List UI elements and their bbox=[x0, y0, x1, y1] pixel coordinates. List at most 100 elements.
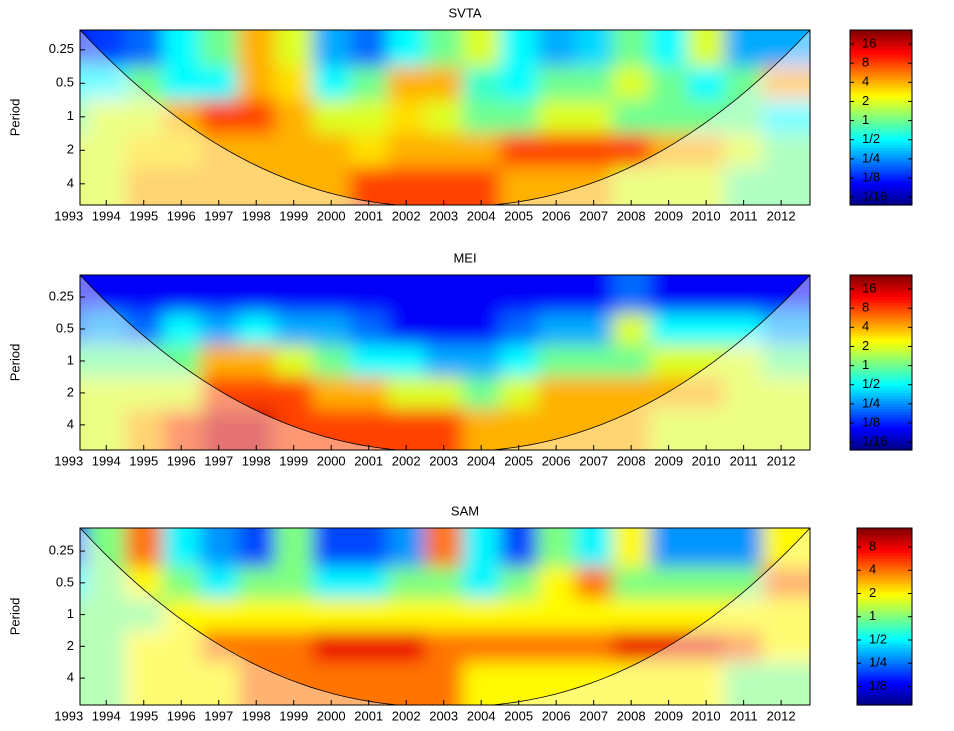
colorbar-segment bbox=[857, 635, 912, 640]
heatmap-cell bbox=[424, 376, 463, 410]
heatmap-cell bbox=[237, 133, 276, 168]
colorbar-segment bbox=[850, 153, 912, 157]
colorbar-tick-label: 1/4 bbox=[862, 150, 880, 165]
heatmap-cell bbox=[537, 408, 576, 450]
heatmap-cell bbox=[237, 662, 276, 705]
colorbar-segment bbox=[850, 296, 912, 301]
heatmap-cell bbox=[424, 275, 463, 314]
y-tick-label: 1 bbox=[67, 352, 74, 367]
colorbar-segment bbox=[850, 411, 912, 416]
colorbar-segment bbox=[850, 362, 912, 366]
colorbar-segment bbox=[850, 288, 912, 293]
heatmap-cell bbox=[724, 313, 763, 346]
colorbar-segment bbox=[850, 155, 912, 160]
heatmap-cell bbox=[762, 630, 810, 663]
heatmap-cell bbox=[349, 566, 388, 600]
colorbar-segment bbox=[850, 365, 912, 369]
colorbar-segment bbox=[850, 95, 912, 99]
plot-frame bbox=[79, 274, 811, 451]
colorbar-segment bbox=[857, 646, 912, 651]
heatmap-cell bbox=[237, 167, 276, 205]
heatmap-cell bbox=[199, 100, 238, 135]
colorbar-segment bbox=[857, 693, 912, 698]
heatmap-cell bbox=[649, 662, 688, 705]
heatmap-cell bbox=[349, 66, 388, 101]
colorbar-segment bbox=[850, 313, 912, 317]
heatmap-cell bbox=[162, 408, 201, 450]
heatmap-cell bbox=[687, 133, 726, 168]
colorbar-tick-label: 8 bbox=[862, 300, 869, 315]
y-tick-label: 0.25 bbox=[49, 41, 74, 56]
x-tick-label: 1998 bbox=[242, 453, 271, 468]
x-tick-label: 2011 bbox=[730, 208, 758, 223]
heatmap-cell bbox=[349, 408, 388, 450]
heatmap-cell bbox=[87, 630, 126, 663]
colorbar-tick-label: 1 bbox=[869, 608, 876, 623]
colorbar-segment bbox=[857, 691, 912, 695]
x-tick-label: 2003 bbox=[429, 708, 458, 723]
heatmap-cell bbox=[349, 528, 388, 568]
heatmap-cell bbox=[462, 376, 501, 410]
heatmap-cell bbox=[162, 133, 201, 168]
heatmap-cell bbox=[649, 313, 688, 346]
x-tick-label: 2003 bbox=[429, 208, 458, 223]
colorbar-segment bbox=[850, 378, 912, 383]
colorbar-segment bbox=[850, 128, 912, 132]
heatmap-cell bbox=[724, 275, 763, 314]
colorbar-segment bbox=[850, 302, 912, 306]
heatmap-cell bbox=[87, 408, 126, 450]
colorbar-segment bbox=[850, 71, 912, 75]
heatmap-cell bbox=[762, 30, 810, 68]
heatmap-cell bbox=[237, 408, 276, 450]
colorbar-segment bbox=[857, 682, 912, 687]
heatmap-cell bbox=[649, 167, 688, 205]
colorbar-segment bbox=[850, 326, 912, 331]
heatmap-cell bbox=[87, 30, 126, 68]
heatmap-cell bbox=[687, 100, 726, 135]
heatmap-cell bbox=[612, 376, 651, 410]
heatmap-cell bbox=[724, 100, 763, 135]
colorbar-tick-label: 1/16 bbox=[862, 189, 887, 204]
heatmap-cell bbox=[724, 30, 763, 68]
heatmap-cell bbox=[762, 528, 810, 568]
heatmap-cell bbox=[387, 344, 426, 378]
colorbar-tick-label: 1/16 bbox=[862, 434, 887, 449]
colorbar-segment bbox=[857, 533, 912, 537]
heatmap-cell bbox=[162, 275, 201, 314]
colorbar-segment bbox=[850, 79, 912, 83]
colorbar-segment bbox=[857, 622, 912, 626]
x-tick-label: 2011 bbox=[730, 708, 758, 723]
colorbar-segment bbox=[850, 348, 912, 353]
x-tick-label: 2004 bbox=[467, 708, 496, 723]
heatmap-cell bbox=[162, 30, 201, 68]
heatmap-cell bbox=[387, 598, 426, 631]
heatmap-cell bbox=[462, 133, 501, 168]
heatmap-cell bbox=[424, 598, 463, 631]
heatmap-cell bbox=[124, 66, 163, 101]
colorbar-tick-label: 8 bbox=[869, 538, 876, 553]
heatmap-cell bbox=[274, 630, 313, 663]
x-tick-label: 2007 bbox=[579, 453, 608, 468]
colorbar-segment bbox=[857, 680, 912, 684]
x-tick-label: 2001 bbox=[354, 708, 383, 723]
heatmap-cell bbox=[687, 313, 726, 346]
colorbar-segment bbox=[850, 199, 912, 203]
heatmap-cell bbox=[462, 630, 501, 663]
colorbar-segment bbox=[850, 447, 912, 451]
colorbar-segment bbox=[857, 586, 912, 590]
heatmap-cell bbox=[724, 133, 763, 168]
y-axis-label: Period bbox=[7, 598, 22, 636]
heatmap-cell bbox=[124, 630, 163, 663]
x-tick-label: 1994 bbox=[92, 708, 121, 723]
heatmap-cell bbox=[424, 408, 463, 450]
colorbar-segment bbox=[857, 591, 912, 595]
colorbar-segment bbox=[850, 436, 912, 440]
heatmap-cell bbox=[237, 100, 276, 135]
heatmap-cell bbox=[162, 66, 201, 101]
heatmap-cell bbox=[574, 344, 613, 378]
heatmap-cell bbox=[312, 313, 351, 346]
colorbar-segment bbox=[850, 428, 912, 432]
heatmap-cell bbox=[687, 598, 726, 631]
x-tick-label: 1994 bbox=[92, 453, 121, 468]
colorbar-segment bbox=[850, 335, 912, 339]
